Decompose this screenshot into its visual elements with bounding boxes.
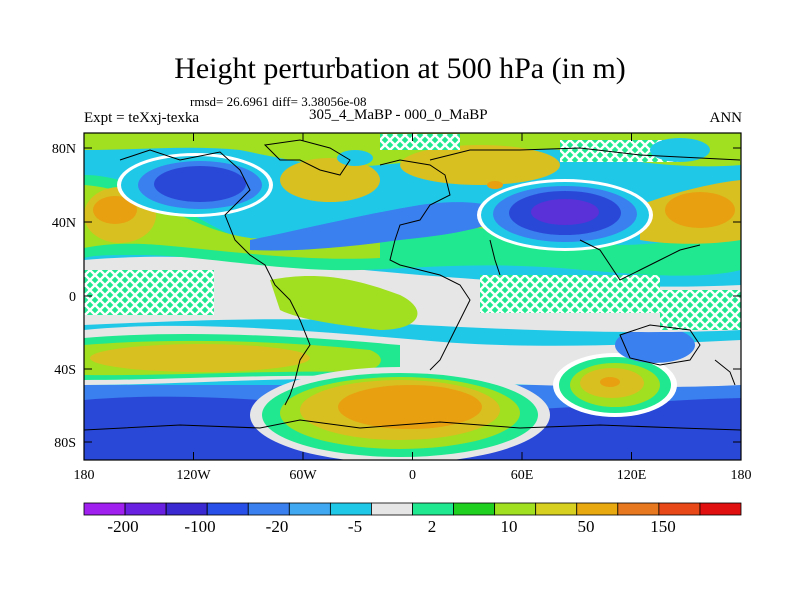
colorbar-label: 150 [650,517,676,536]
colorbar-swatch [124,502,167,516]
latitude-axis: 80N 40N 0 40S 80S [52,142,741,451]
lon-tick-label: 0 [409,468,416,483]
colorbar [83,502,742,516]
lon-tick-label: 120E [617,468,647,483]
tropical-hatched-indian [480,275,660,313]
colorbar-swatch [247,502,290,516]
lat-tick-label: 40N [52,216,76,231]
north-atlantic-negative [250,202,510,251]
lon-tick-label: 180 [731,468,752,483]
southern-ocean-max [338,385,482,429]
colorbar-label: -200 [107,517,138,536]
north-atlantic-positive [280,158,380,202]
north-pacific-negative [154,166,246,202]
colorbar-label: -20 [266,517,289,536]
indian-ocean-max [600,377,620,387]
colorbar-swatch [576,502,619,516]
colorbar-swatch [83,502,126,516]
height-perturbation-field [84,133,741,460]
lat-tick-label: 0 [69,290,76,305]
lat-tick-label: 80S [54,436,76,451]
colorbar-swatch [658,502,701,516]
colorbar-label: 10 [501,517,518,536]
australia-negative [615,327,695,363]
rmsd-diff-stats: rmsd= 26.6961 diff= 3.38056e-08 [190,94,367,109]
comparison-subtitle: 305_4_MaBP - 000_0_MaBP [309,107,488,123]
season-label: ANN [709,110,743,126]
colorbar-swatch [371,502,413,516]
tropical-hatched-pacific [84,270,214,315]
central-asia-deep-negative [531,199,599,225]
coastlines [84,139,741,431]
colorbar-swatch [206,502,249,516]
lon-tick-label: 60W [289,468,317,483]
colorbar-swatch [329,502,372,516]
lon-tick-label: 180 [74,468,95,483]
experiment-label: Expt = teXxj-texka [84,110,200,126]
longitude-axis: 180 120W 60W 0 60E 120E 180 [74,133,752,483]
colorbar-swatch [617,502,660,516]
lon-tick-label: 120W [176,468,211,483]
lat-tick-label: 40S [54,363,76,378]
lon-tick-label: 60E [511,468,534,483]
colorbar-labels: -200 -100 -20 -5 2 10 50 150 [107,517,675,536]
colorbar-swatch [453,502,496,516]
south-pacific-positive [90,344,310,372]
colorbar-swatch [288,502,331,516]
colorbar-label: 2 [428,517,437,536]
atlantic-positive [270,275,418,330]
colorbar-label: -100 [184,517,215,536]
colorbar-swatch [699,502,742,516]
colorbar-swatch [412,502,454,516]
colorbar-label: 50 [578,517,595,536]
tropical-zero-band [84,256,741,333]
colorbar-label: -5 [348,517,362,536]
colorbar-swatch [535,502,578,516]
colorbar-swatch [165,502,208,516]
plot-title: Height perturbation at 500 hPa (in m) [174,52,626,85]
lat-tick-label: 80N [52,142,76,157]
colorbar-swatch [494,502,537,516]
